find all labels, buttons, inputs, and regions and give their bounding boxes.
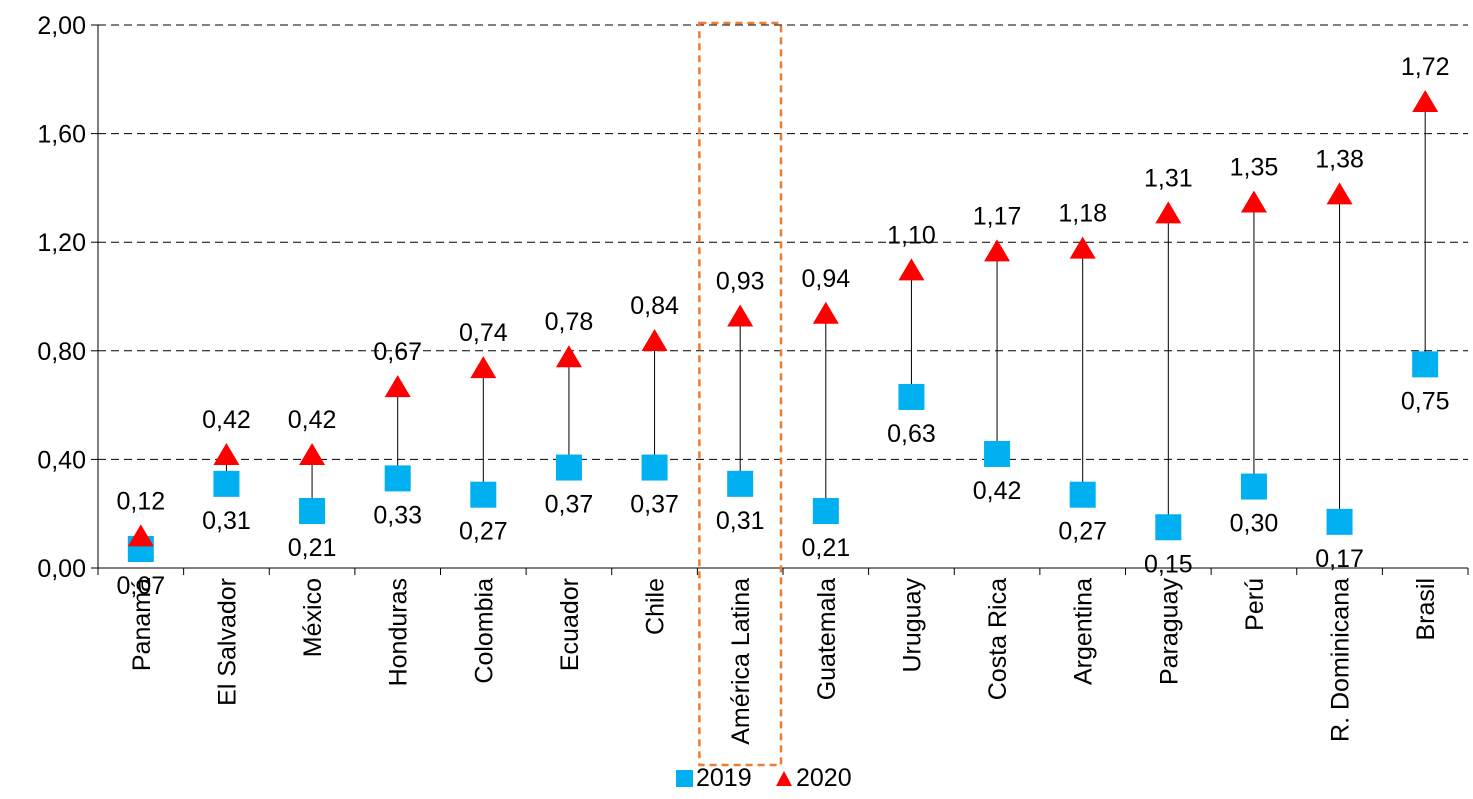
legend-marker-2020 bbox=[776, 771, 792, 786]
marker-2019 bbox=[1412, 351, 1439, 378]
marker-2019 bbox=[555, 454, 582, 481]
marker-2020 bbox=[213, 442, 240, 465]
x-tick-label: Honduras bbox=[385, 578, 413, 686]
data-label-2019: 0,30 bbox=[1230, 510, 1279, 538]
x-tick-labels: Panamá El Salvador México Honduras Colombia E… bbox=[128, 578, 1440, 745]
marker-2020 bbox=[984, 239, 1011, 262]
marker-2020 bbox=[898, 258, 925, 281]
data-label-2019: 0,42 bbox=[973, 477, 1022, 505]
marker-2020 bbox=[1240, 190, 1267, 213]
data-label-2019: 0,15 bbox=[1144, 550, 1193, 578]
x-tick-label: México bbox=[299, 578, 327, 657]
data-label-2020: 0,84 bbox=[630, 292, 679, 320]
data-label-2019: 0,33 bbox=[373, 501, 422, 529]
marker-2020 bbox=[641, 328, 668, 351]
data-label-2020: 1,38 bbox=[1315, 145, 1364, 173]
x-tick-label: Ecuador bbox=[556, 578, 584, 671]
marker-2019 bbox=[384, 465, 411, 492]
marker-2019 bbox=[470, 481, 497, 508]
y-tick-label: 0,00 bbox=[37, 555, 86, 583]
x-tick-label: Panamá bbox=[128, 578, 156, 671]
x-tick-label: Paraguay bbox=[1155, 578, 1183, 686]
x-tick-label: El Salvador bbox=[213, 578, 241, 706]
data-label-2020: 0,42 bbox=[202, 406, 251, 434]
data-label-2020: 1,35 bbox=[1230, 153, 1279, 181]
y-tick-label: 2,00 bbox=[37, 12, 86, 40]
data-label-2019: 0,37 bbox=[630, 491, 679, 519]
marker-2019 bbox=[1240, 473, 1267, 500]
marker-2020 bbox=[727, 304, 754, 327]
marker-2020 bbox=[127, 524, 154, 547]
highlight-box-rect bbox=[698, 21, 783, 767]
x-tick-label: Argentina bbox=[1070, 578, 1098, 685]
y-tick-label: 1,20 bbox=[37, 229, 86, 257]
marker-2019 bbox=[641, 454, 668, 481]
data-label-2020: 0,93 bbox=[716, 268, 765, 296]
marker-2019 bbox=[1069, 481, 1096, 508]
legend: 2019 2020 bbox=[676, 764, 852, 792]
data-label-2019: 0,27 bbox=[459, 518, 508, 546]
data-label-2019: 0,63 bbox=[887, 420, 936, 448]
data-label-2020: 1,10 bbox=[887, 221, 936, 249]
markers bbox=[127, 90, 1439, 562]
data-label-2019: 0,75 bbox=[1401, 387, 1450, 415]
axes bbox=[91, 24, 1469, 575]
data-label-2019: 0,27 bbox=[1058, 518, 1107, 546]
marker-2020 bbox=[299, 442, 326, 465]
data-label-2019: 0,21 bbox=[801, 534, 850, 562]
data-label-2020: 0,94 bbox=[801, 265, 850, 293]
data-label-2019: 0,17 bbox=[1315, 545, 1364, 573]
marker-2020 bbox=[812, 301, 839, 324]
marker-2019 bbox=[1326, 508, 1353, 535]
data-label-2020: 0,42 bbox=[288, 406, 337, 434]
data-label-2019: 0,31 bbox=[716, 507, 765, 535]
data-label-2020: 1,72 bbox=[1401, 53, 1450, 81]
marker-2019 bbox=[984, 440, 1011, 467]
x-tick-label: R. Dominicana bbox=[1327, 578, 1355, 742]
data-label-2020: 1,17 bbox=[973, 202, 1022, 230]
x-tick-label: América Latina bbox=[727, 578, 755, 745]
x-tick-label: Chile bbox=[642, 578, 670, 635]
marker-2020 bbox=[1069, 236, 1096, 259]
marker-2020 bbox=[470, 356, 497, 379]
marker-2020 bbox=[384, 375, 411, 398]
x-tick-label: Colombia bbox=[470, 578, 498, 684]
data-label-2020: 0,74 bbox=[459, 319, 508, 347]
highlight-box bbox=[698, 21, 783, 767]
y-tick-label: 1,60 bbox=[37, 121, 86, 149]
x-tick-label: Costa Rica bbox=[984, 578, 1012, 700]
x-tick-label: Guatemala bbox=[813, 578, 841, 700]
data-label-2020: 1,31 bbox=[1144, 164, 1193, 192]
y-tick-label: 0,40 bbox=[37, 446, 86, 474]
marker-2019 bbox=[1155, 514, 1182, 541]
x-tick-label: Uruguay bbox=[898, 578, 926, 673]
y-tick-label: 0,80 bbox=[37, 338, 86, 366]
marker-2019 bbox=[812, 497, 839, 524]
marker-2019 bbox=[898, 383, 925, 410]
marker-2019 bbox=[299, 497, 326, 524]
data-labels: 0,12 0,07 0,42 0,31 0,42 0,21 0,67 0,33 0,74 0,27… bbox=[116, 53, 1449, 600]
data-label-2020: 0,67 bbox=[373, 338, 422, 366]
data-label-2019: 0,07 bbox=[116, 572, 165, 600]
data-label-2019: 0,37 bbox=[545, 491, 594, 519]
x-tick-label: Perú bbox=[1241, 578, 1269, 631]
y-tick-labels: 0,00 0,40 0,80 1,20 1,60 2,00 bbox=[37, 12, 86, 583]
data-label-2019: 0,31 bbox=[202, 507, 251, 535]
x-tick-label: Brasil bbox=[1412, 578, 1440, 641]
data-label-2020: 1,18 bbox=[1058, 200, 1107, 228]
grid-lines bbox=[98, 24, 1468, 460]
marker-2019 bbox=[213, 470, 240, 497]
data-label-2020: 0,12 bbox=[116, 487, 165, 515]
marker-2020 bbox=[1412, 90, 1439, 113]
legend-label-2020: 2020 bbox=[796, 764, 852, 792]
legend-marker-2019 bbox=[676, 770, 693, 787]
marker-2020 bbox=[555, 345, 582, 368]
legend-label-2019: 2019 bbox=[696, 764, 752, 792]
marker-2019 bbox=[727, 470, 754, 497]
marker-2020 bbox=[1326, 182, 1353, 205]
data-label-2020: 0,78 bbox=[545, 308, 594, 336]
data-label-2019: 0,21 bbox=[288, 534, 337, 562]
marker-2020 bbox=[1155, 201, 1182, 224]
